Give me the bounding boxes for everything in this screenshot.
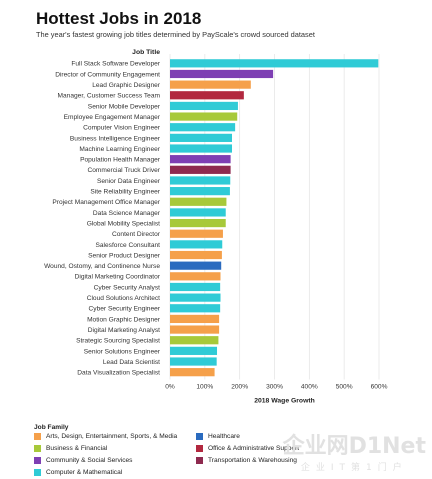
legend-swatch	[34, 445, 41, 452]
legend-item: Office & Administrative Support	[196, 445, 299, 452]
watermark-logo: 企业网D1Net 企业IT第1门户	[283, 428, 426, 473]
legend-item: Arts, Design, Entertainment, Sports, & M…	[34, 433, 177, 440]
category-label: Data Science Manager	[93, 210, 161, 217]
bar	[170, 357, 217, 366]
legend-swatch	[34, 469, 41, 476]
category-label: Digital Marketing Analyst	[88, 327, 160, 334]
legend-label: Business & Financial	[46, 445, 108, 452]
bar	[170, 368, 215, 377]
bar	[170, 208, 226, 217]
bar	[170, 325, 220, 334]
x-tick-label: 100%	[196, 384, 213, 391]
category-label: Commercial Truck Driver	[87, 167, 160, 174]
chart-title: Hottest Jobs in 2018	[36, 9, 202, 28]
watermark-main: 企业网D1Net	[282, 434, 426, 459]
category-label: Senior Mobile Developer	[88, 103, 161, 110]
x-tick-label: 500%	[336, 384, 353, 391]
category-label: Cyber Security Analyst	[94, 284, 160, 291]
category-label: Salesforce Consultant	[95, 242, 160, 249]
y-column-header: Job Title	[132, 49, 160, 56]
category-label: Lead Graphic Designer	[92, 82, 161, 89]
bar	[170, 336, 219, 345]
bar	[170, 112, 238, 121]
category-label: Wound, Ostomy, and Continence Nurse	[44, 263, 160, 270]
legend-label: Arts, Design, Entertainment, Sports, & M…	[46, 433, 178, 440]
legend-label: Computer & Mathematical	[46, 469, 123, 476]
category-label: Employee Engagement Manager	[64, 114, 161, 121]
bar	[170, 346, 218, 355]
x-tick-label: 0%	[165, 384, 175, 391]
category-label: Cyber Security Engineer	[89, 306, 161, 313]
bar	[170, 240, 223, 249]
category-label: Manager, Customer Success Team	[58, 93, 161, 100]
bar	[170, 133, 233, 142]
legend-label: Transportation & Warehousing	[208, 457, 297, 464]
legend-item: Community & Social Services	[34, 457, 132, 464]
x-tick-label: 600%	[371, 384, 388, 391]
bar	[170, 282, 221, 292]
legend-title: Job Family	[34, 424, 69, 431]
category-label: Senior Solutions Engineer	[84, 348, 161, 355]
category-label: Global Mobility Specialist	[87, 220, 160, 227]
bar	[170, 197, 227, 206]
bar	[170, 250, 222, 260]
category-label: Site Reliability Engineer	[90, 189, 160, 196]
x-axis-label: 2018 Wage Growth	[254, 398, 315, 405]
legend-label: Community & Social Services	[46, 457, 133, 464]
legend-swatch	[196, 433, 203, 440]
bar	[170, 101, 238, 111]
category-label: Senior Data Engineer	[97, 178, 161, 185]
legend-label: Healthcare	[208, 433, 240, 440]
watermark-sub: 企业IT第1门户	[300, 463, 408, 473]
bar	[170, 293, 221, 302]
category-label: Business Intelligence Engineer	[70, 135, 161, 142]
category-label: Lead Data Scientist	[103, 359, 160, 366]
legend-item: Business & Financial	[34, 445, 107, 452]
category-label: Full Stack Software Developer	[71, 61, 160, 68]
category-label: Content Director	[112, 231, 161, 238]
category-label: Data Visualization Specialist	[77, 370, 160, 377]
category-label: Digital Marketing Coordinator	[75, 274, 161, 281]
x-tick-label: 200%	[231, 384, 248, 391]
legend-swatch	[196, 445, 203, 452]
bar	[170, 165, 231, 174]
legend-label: Office & Administrative Support	[208, 445, 300, 452]
legend-swatch	[34, 457, 41, 464]
bar	[170, 80, 251, 89]
legend-swatch	[196, 457, 203, 464]
bar	[170, 176, 231, 185]
bar	[170, 272, 221, 281]
bar	[170, 123, 236, 132]
bar	[170, 218, 226, 228]
bar	[170, 187, 230, 196]
chart-subtitle: The year's fastest growing job titles de…	[36, 30, 315, 39]
bar	[170, 304, 221, 313]
category-label: Director of Community Engagement	[55, 71, 160, 78]
bar	[170, 155, 231, 164]
x-tick-label: 400%	[301, 384, 318, 391]
bar	[170, 229, 223, 238]
bar	[170, 59, 379, 68]
bar	[170, 314, 220, 324]
bar	[170, 144, 233, 153]
category-label: Machine Learning Engineer	[79, 146, 160, 153]
category-label: Population Health Manager	[80, 157, 161, 164]
category-label: Senior Product Designer	[88, 252, 161, 259]
bar	[170, 69, 274, 79]
x-tick-label: 300%	[266, 384, 283, 391]
category-label: Computer Vision Engineer	[83, 125, 161, 132]
bar	[170, 91, 244, 100]
legend-item: Computer & Mathematical	[34, 469, 122, 476]
category-label: Strategic Sourcing Specialist	[76, 338, 160, 345]
legend-item: Transportation & Warehousing	[196, 457, 297, 464]
bar-chart: Job Title Full Stack Software Developer Di…	[44, 49, 388, 405]
bar	[170, 261, 222, 270]
category-label: Project Management Office Manager	[52, 199, 160, 206]
legend-item: Healthcare	[196, 433, 240, 440]
legend-swatch	[34, 433, 41, 440]
category-label: Cloud Solutions Architect	[87, 295, 160, 302]
category-label: Motion Graphic Designer	[87, 316, 161, 323]
